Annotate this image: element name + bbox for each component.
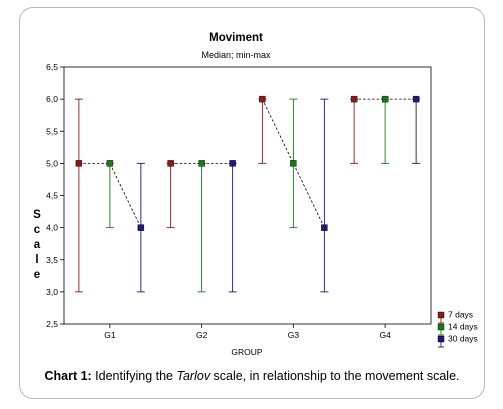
- y-axis-label-letter: S: [33, 209, 41, 221]
- y-tick-label: 6,0: [46, 94, 58, 104]
- x-axis-label: GROUP: [231, 347, 263, 357]
- chart-subtitle: Median; min-max: [201, 50, 271, 60]
- median-marker: [290, 160, 297, 167]
- caption-text-after: scale, in relationship to the movement s…: [210, 369, 460, 383]
- median-marker: [229, 160, 236, 167]
- x-tick-label: G2: [196, 330, 208, 340]
- chart-title: Moviment: [209, 32, 263, 44]
- figure-frame: [19, 7, 485, 399]
- legend: 7 days 14 days 30 days: [437, 310, 478, 348]
- figure-caption: Chart 1: Identifying the Tarlov scale, i…: [24, 369, 480, 383]
- error-bar: [197, 162, 206, 293]
- error-bar: [74, 98, 83, 293]
- y-tick-label: 6,5: [46, 62, 58, 72]
- y-tick-label: 4,5: [46, 191, 58, 201]
- x-axis: G1 G2 G3 G4: [104, 324, 391, 340]
- y-axis-label-letter: l: [35, 254, 38, 266]
- y-axis-label-letter: e: [34, 269, 40, 281]
- legend-label: 14 days: [448, 322, 478, 332]
- median-marker: [259, 95, 266, 103]
- y-axis-label-letter: a: [34, 239, 41, 251]
- y-tick-label: 3,0: [46, 287, 58, 297]
- median-marker: [350, 95, 358, 103]
- median-marker: [167, 160, 174, 167]
- y-tick-label: 5,0: [46, 158, 58, 168]
- caption-text-before: Identifying the: [91, 369, 177, 383]
- legend-entry: 14 days: [437, 322, 478, 336]
- median-connector: [262, 98, 325, 228]
- error-bar: [258, 98, 267, 164]
- y-tick-label: 5,5: [46, 126, 58, 136]
- error-bar: [412, 98, 421, 164]
- caption-italic: Tarlov: [176, 369, 211, 383]
- median-marker: [321, 224, 328, 231]
- error-bar: [381, 98, 390, 164]
- median-marker: [137, 224, 145, 231]
- plot-area: [63, 66, 432, 325]
- x-tick-label: G1: [104, 330, 116, 340]
- legend-label: 7 days: [448, 310, 473, 320]
- x-tick-label: G3: [288, 330, 300, 340]
- median-marker: [106, 160, 114, 167]
- error-bar: [350, 98, 359, 164]
- median-marker: [412, 95, 420, 103]
- legend-swatch-marker: [437, 323, 445, 331]
- legend-swatch-marker: [437, 311, 445, 319]
- error-bar: [320, 98, 329, 293]
- legend-label: 30 days: [448, 334, 478, 344]
- median-marker: [198, 160, 205, 167]
- y-axis-label-letter: c: [34, 224, 41, 236]
- y-tick-label: 2,5: [46, 319, 58, 329]
- caption-label: Chart 1:: [44, 369, 92, 383]
- y-tick-label: 4,0: [46, 223, 58, 233]
- legend-entry: 7 days: [437, 310, 473, 324]
- y-axis: 2,5 3,0 3,5 4,0 4,5 5,0 5,5 6,0 6,5: [46, 62, 64, 329]
- median-marker: [381, 95, 389, 103]
- error-bar: [105, 162, 114, 229]
- median-marker: [75, 160, 83, 167]
- x-tick-label: G4: [379, 330, 391, 340]
- error-bar: [166, 162, 175, 229]
- legend-entry: 30 days: [437, 334, 478, 348]
- median-connector: [78, 162, 142, 228]
- series-layer: [74, 95, 421, 293]
- error-bar: [228, 162, 237, 293]
- legend-swatch-marker: [437, 335, 445, 343]
- y-tick-label: 3,5: [46, 255, 58, 265]
